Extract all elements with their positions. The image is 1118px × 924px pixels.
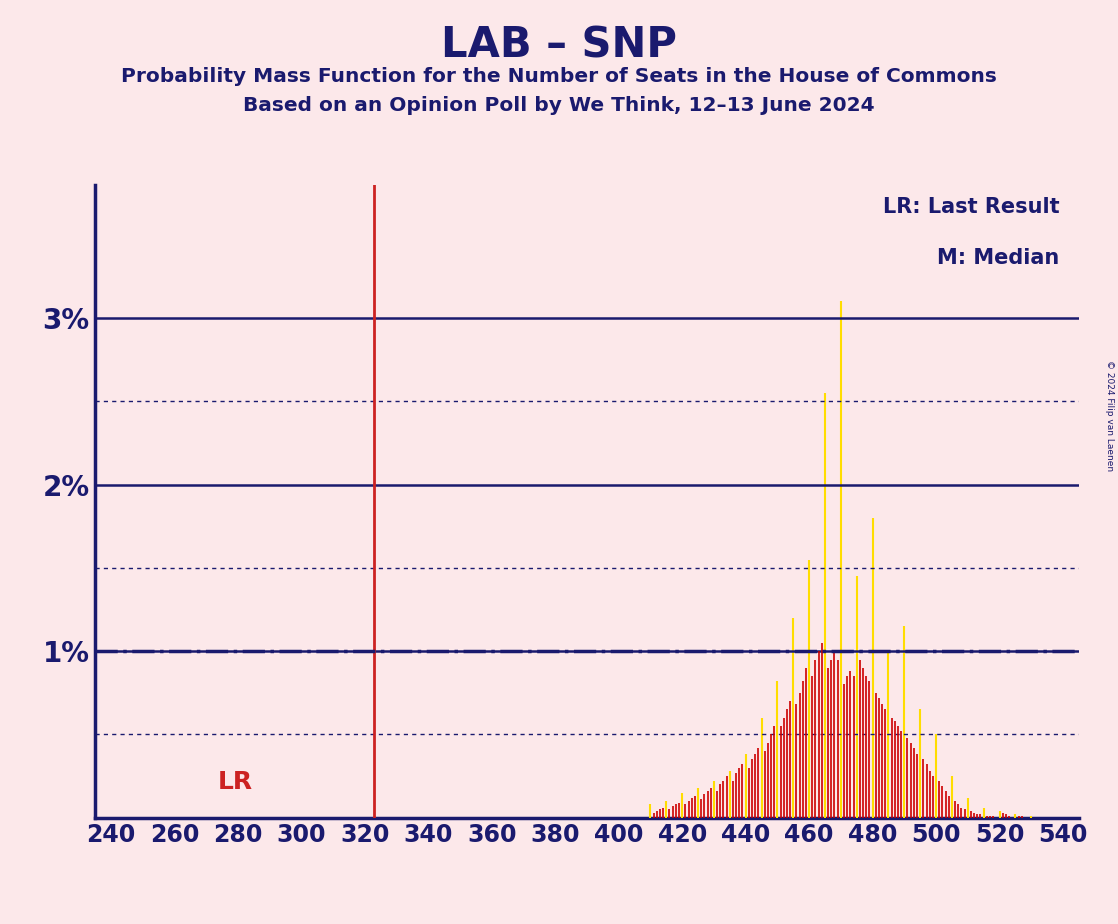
Text: LR: Last Result: LR: Last Result [882, 198, 1059, 217]
Text: Probability Mass Function for the Number of Seats in the House of Commons: Probability Mass Function for the Number… [121, 67, 997, 87]
Text: LR: LR [218, 770, 253, 794]
Text: Based on an Opinion Poll by We Think, 12–13 June 2024: Based on an Opinion Poll by We Think, 12… [244, 96, 874, 116]
Text: M: Median: M: Median [937, 248, 1059, 268]
Text: LAB – SNP: LAB – SNP [440, 25, 678, 67]
Text: © 2024 Filip van Laenen: © 2024 Filip van Laenen [1105, 360, 1114, 471]
